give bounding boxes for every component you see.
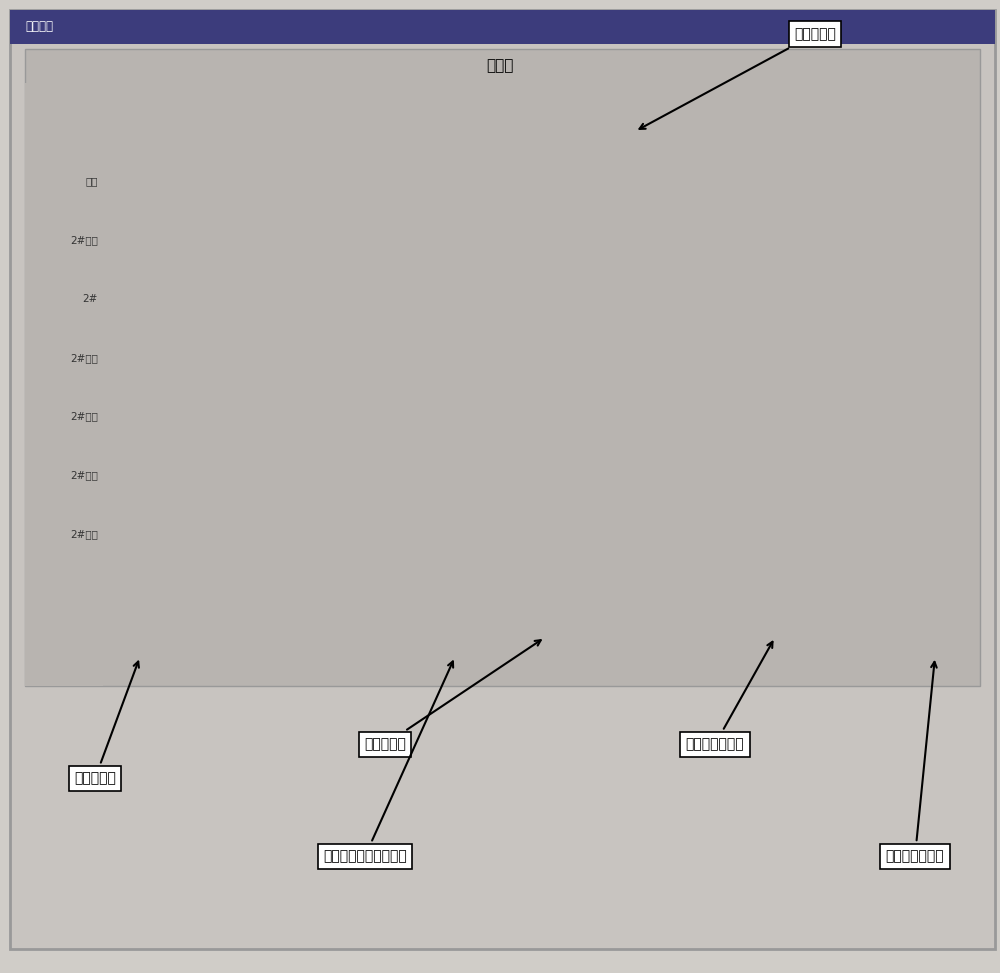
FancyBboxPatch shape [719,659,791,674]
Text: 12408: 12408 [673,658,702,667]
FancyBboxPatch shape [833,659,902,674]
Text: 2#主正: 2#主正 [70,529,98,539]
Text: 图形垂直间隔: 图形垂直间隔 [729,656,757,665]
Text: 播放: 播放 [690,632,702,642]
Text: 测量轴: 测量轴 [631,632,647,641]
Text: 监视器: 监视器 [486,57,514,73]
Text: 2#投放允许: 2#投放允许 [247,710,276,719]
FancyBboxPatch shape [651,653,723,671]
FancyBboxPatch shape [662,627,731,647]
Text: 2#应急: 2#应急 [70,412,98,421]
Bar [206,681,316,705]
FancyBboxPatch shape [197,703,326,727]
Text: 时间: 时间 [481,656,491,665]
Text: 参考轴: 参考轴 [570,632,586,641]
Text: ✓ 1: ✓ 1 [26,689,42,698]
Text: ✓ 3: ✓ 3 [183,689,199,698]
Text: 值: 值 [481,662,486,671]
FancyBboxPatch shape [40,681,169,705]
Text: 单屏波形设置区: 单屏波形设置区 [886,662,944,863]
Text: 2#投放: 2#投放 [70,353,98,363]
FancyBboxPatch shape [714,627,801,647]
Bar [364,681,474,705]
Text: 2#主正: 2#主正 [70,471,98,481]
FancyBboxPatch shape [539,661,591,675]
Bar [25,49,980,686]
Bar [522,681,631,705]
Text: 0ms: 0ms [26,626,45,634]
Bar [25,83,103,686]
Text: ✓ 5: ✓ 5 [340,689,356,698]
Text: 末尾位置: 末尾位置 [846,656,865,665]
Text: 信号选择区: 信号选择区 [74,662,139,785]
Text: 12425,AM1SM01-01:09-0-06-16:09-0-06-16,48d0,0000,N
0001,0002,0003,0004,0005,0006: 12425,AM1SM01-01:09-0-06-16:09-0-06-16,4… [428,179,645,209]
Text: 100ms: 100ms [742,662,768,670]
Text: 光标点值: 光标点值 [496,632,519,643]
Text: 起始位置: 起始位置 [794,656,812,665]
Text: 12100: 12100 [802,662,826,670]
FancyBboxPatch shape [595,653,667,671]
Text: ✓ 6: ✓ 6 [340,710,356,719]
Text: 13981ms: 13981ms [856,626,898,634]
Bar [10,10,995,44]
Text: ✓ 7: ✓ 7 [498,689,514,698]
Text: 系统总线: 系统总线 [567,689,586,698]
X-axis label: 时间 (ms)   说明:Y轴值奇数表示信号有效，偶数表示信号无效 X轴原点时间 2014-09-22 15:23:38.261: 时间 (ms) 说明:Y轴值奇数表示信号有效，偶数表示信号无效 X轴原点时间 2… [370,630,715,640]
Text: 确定: 确定 [427,632,440,643]
FancyBboxPatch shape [779,659,848,674]
Text: 参考测量轴设置显示区: 参考测量轴设置显示区 [323,662,453,863]
Text: 12408: 12408 [560,658,589,667]
Text: 武器总线: 武器总线 [567,710,586,719]
Text: ✓ 4: ✓ 4 [183,710,199,719]
FancyBboxPatch shape [594,659,697,675]
Text: 浏览文本: 浏览文本 [747,632,768,641]
Text: 参考轴: 参考轴 [192,100,210,110]
Bar [25,609,980,622]
Text: 2#地址: 2#地址 [70,234,98,245]
Text: 2#地址位A0: 2#地址位A0 [401,710,437,719]
FancyBboxPatch shape [512,703,641,727]
Text: 退出: 退出 [883,632,896,642]
Text: 2#: 2# [83,294,98,304]
Text: 测量轴 Δ210: 测量轴 Δ210 [368,100,413,110]
Text: 12198: 12198 [617,658,645,667]
Text: 系统: 系统 [86,176,98,186]
Text: ms: ms [894,663,905,671]
Text: 4: 4 [562,663,568,673]
FancyBboxPatch shape [354,703,483,727]
Text: 波形显示区: 波形显示区 [639,27,836,129]
Text: □ ShowGrid: □ ShowGrid [937,626,992,634]
FancyBboxPatch shape [600,627,678,647]
FancyBboxPatch shape [539,653,610,671]
Text: 显示信号选择: 显示信号选择 [30,680,67,691]
FancyBboxPatch shape [383,627,483,649]
Bar [50,703,160,727]
Text: 播放和浏览文本: 播放和浏览文本 [686,642,773,751]
Text: 数据回放: 数据回放 [25,20,53,33]
Text: □ 8: □ 8 [498,710,515,719]
Text: ✓ 2: ✓ 2 [26,710,42,719]
FancyBboxPatch shape [851,627,927,647]
Text: 2#主直流1: 2#主直流1 [90,689,120,698]
Text: 13000: 13000 [855,662,879,670]
Text: 取消采样: 取消采样 [635,663,656,671]
Text: 光标显示区: 光标显示区 [364,640,541,751]
FancyBboxPatch shape [539,627,617,647]
Text: 确定: 确定 [906,656,916,665]
